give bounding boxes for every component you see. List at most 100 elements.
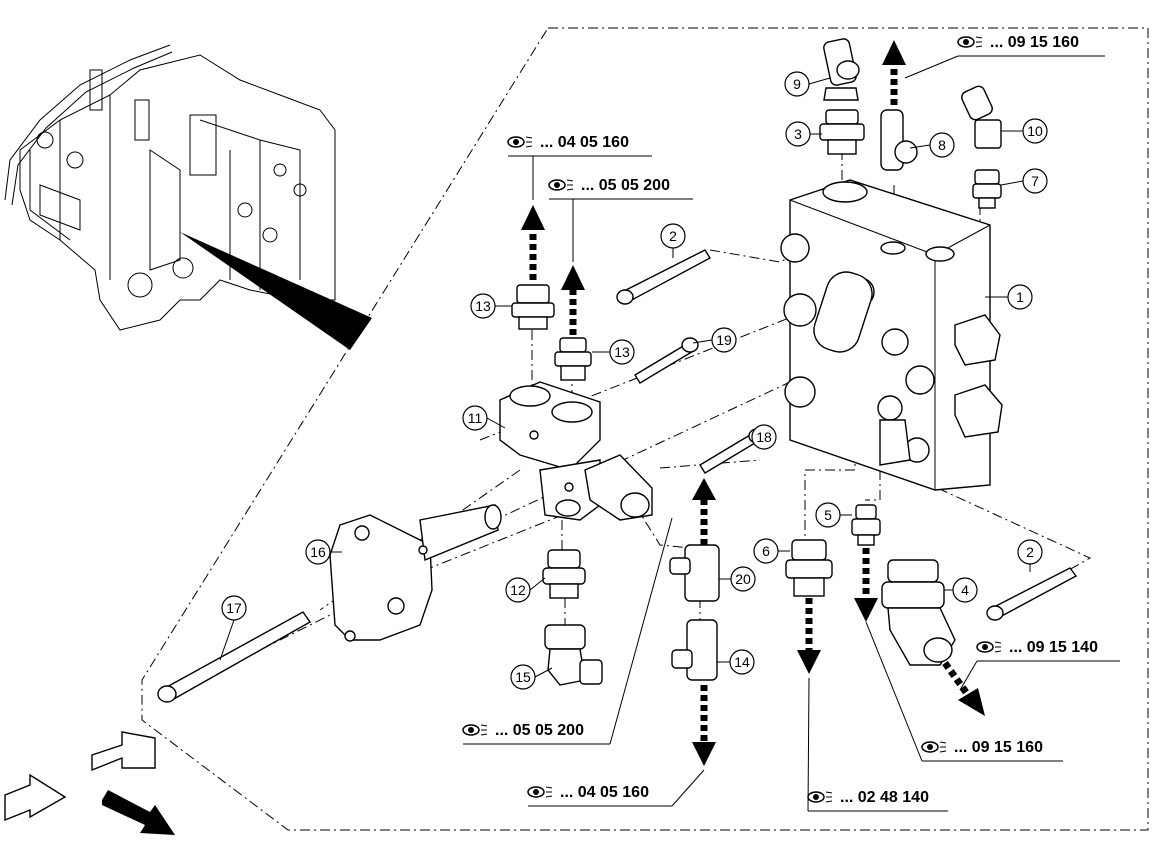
callout-number: 6 [762, 543, 770, 559]
callout-15: 15 [510, 664, 553, 690]
callout-number: 7 [1031, 173, 1039, 189]
reference-label[interactable]: ... 02 48 140 [807, 677, 948, 812]
flow-arrow-up-8 [882, 40, 906, 105]
fitting-part-6 [785, 539, 833, 597]
eye-icon [957, 36, 983, 48]
callout-number: 1 [1016, 289, 1024, 305]
reference-code: ... 05 05 200 [581, 177, 670, 194]
callout-5: 5 [815, 502, 852, 528]
callout-number: 12 [510, 582, 526, 598]
eye-icon [527, 786, 553, 798]
callout-number: 2 [1026, 544, 1034, 560]
fitting-part-15 [544, 624, 603, 686]
flow-arrow-down-5 [854, 548, 878, 622]
reference-code: ... 09 15 140 [1009, 639, 1098, 656]
fitting-part-13-lower [554, 337, 592, 381]
callout-13: 13 [470, 293, 512, 319]
fitting-part-4 [881, 559, 956, 666]
reference-label[interactable]: ... 09 15 160 [904, 34, 1105, 79]
flow-arrow-diag-4 [942, 660, 985, 716]
callout-13: 13 [592, 339, 635, 365]
reference-code: ... 04 05 160 [560, 784, 649, 801]
fitting-part-20 [669, 544, 720, 602]
callout-8: 8 [909, 132, 955, 158]
flow-arrows [521, 40, 985, 766]
flow-arrow-up-13a [521, 205, 545, 280]
callout-number: 19 [716, 332, 732, 348]
callout-2: 2 [1017, 539, 1043, 572]
callout-number: 14 [734, 654, 750, 670]
callout-18: 18 [751, 424, 777, 450]
callout-20: 20 [719, 566, 756, 592]
eye-icon [462, 724, 488, 736]
callout-number: 10 [1027, 123, 1043, 139]
fitting-part-8 [880, 109, 918, 171]
detail-pointer-wedge [180, 232, 372, 350]
reference-label[interactable]: ... 09 15 160 [865, 621, 1063, 762]
callout-number: 13 [614, 344, 630, 360]
bracket-part-16 [329, 504, 502, 642]
eye-icon [507, 136, 533, 148]
callout-number: 9 [793, 76, 801, 92]
bolt-part-2-upper [616, 249, 711, 305]
valve-block-part-1 [780, 179, 1003, 491]
callout-number: 18 [756, 429, 772, 445]
reference-label[interactable]: ... 04 05 160 [527, 769, 705, 807]
overview-machine-sketch [4, 44, 336, 331]
fitting-part-9 [823, 38, 860, 101]
callout-number: 13 [475, 298, 491, 314]
reference-code: ... 09 15 160 [990, 34, 1079, 51]
eye-icon [921, 741, 947, 753]
eye-icon [548, 179, 574, 191]
bolt-part-2-lower [986, 567, 1078, 621]
callout-number: 2 [669, 228, 677, 244]
reference-label[interactable]: ... 04 05 160 [507, 134, 652, 200]
callout-19: 19 [692, 327, 737, 353]
callout-number: 17 [226, 600, 242, 616]
callout-7: 7 [1000, 168, 1048, 194]
distributor-body-part-11 [499, 381, 653, 521]
callout-number: 8 [938, 137, 946, 153]
callout-11: 11 [462, 405, 506, 431]
eye-icon [976, 641, 1002, 653]
flow-arrow-double-20-14 [692, 478, 716, 766]
callout-number: 15 [515, 669, 531, 685]
flow-arrow-up-13b [561, 265, 585, 335]
callout-number: 5 [824, 507, 832, 523]
flow-arrow-down-6 [797, 598, 821, 674]
previous-page-arrow-icon[interactable] [4, 773, 67, 822]
callout-number: 20 [735, 571, 751, 587]
callout-2: 2 [660, 223, 686, 258]
callout-3: 3 [785, 121, 822, 147]
next-page-arrow-icon[interactable] [91, 731, 156, 772]
reference-code: ... 05 05 200 [495, 722, 584, 739]
reference-code: ... 02 48 140 [840, 789, 929, 806]
callout-10: 10 [1001, 118, 1048, 144]
reference-code: ... 04 05 160 [540, 134, 629, 151]
fitting-part-12 [542, 549, 586, 599]
fitting-part-3 [819, 109, 865, 155]
forward-arrow-icon[interactable] [102, 790, 175, 835]
callout-number: 3 [794, 126, 802, 142]
callout-12: 12 [505, 577, 546, 603]
callout-4: 4 [944, 577, 978, 603]
callout-number: 4 [961, 582, 969, 598]
fitting-part-10 [961, 85, 1002, 149]
callout-number: 11 [468, 410, 483, 426]
fitting-part-13-upper [511, 284, 555, 330]
callout-17: 17 [219, 595, 247, 661]
bolt-part-19 [634, 337, 699, 384]
reference-label[interactable]: ... 05 05 200 [548, 177, 693, 262]
bolt-part-17 [157, 611, 312, 703]
callout-6: 6 [753, 538, 790, 564]
callout-number: 16 [310, 544, 326, 560]
fitting-part-14 [671, 619, 718, 681]
reference-label[interactable]: ... 09 15 140 [959, 639, 1120, 691]
detail-frame [141, 27, 1149, 831]
callout-16: 16 [305, 539, 342, 565]
reference-label[interactable]: ... 05 05 200 [462, 517, 673, 745]
reference-labels: ... 09 15 160 ... 04 05 160 ... 05 05 200.… [462, 34, 1120, 812]
eye-icon [807, 791, 833, 803]
